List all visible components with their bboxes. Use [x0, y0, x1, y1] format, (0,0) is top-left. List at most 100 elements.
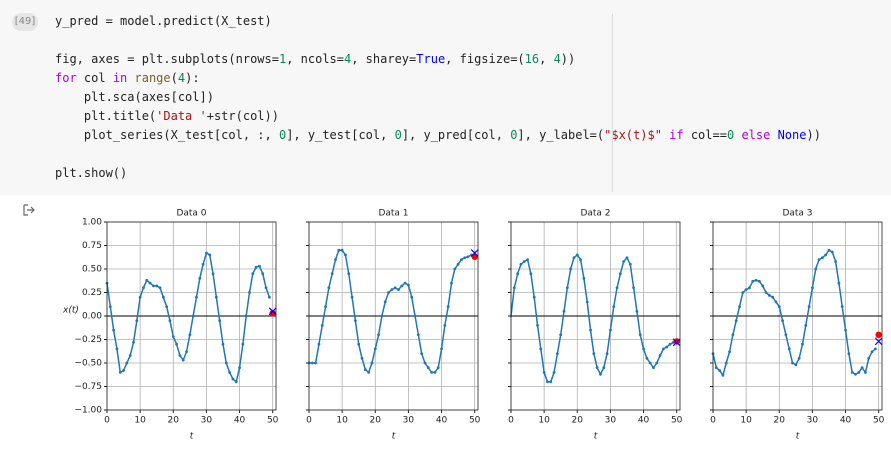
- series-point: [446, 305, 450, 308]
- series-point: [185, 350, 188, 354]
- code-token: , sharey=: [351, 52, 417, 66]
- series-point: [138, 295, 142, 299]
- code-token: if: [669, 128, 684, 142]
- series-point: [171, 335, 175, 339]
- series-point: [731, 333, 735, 337]
- series-point: [363, 368, 367, 371]
- target-point: [875, 331, 882, 338]
- series-point: [609, 328, 612, 332]
- series-point: [625, 256, 629, 260]
- series-point: [830, 250, 834, 254]
- series-point: [261, 272, 265, 276]
- series-point: [857, 371, 861, 374]
- series-point: [618, 272, 622, 276]
- series-point: [148, 281, 152, 285]
- x-tick-label: 30: [605, 416, 617, 426]
- series-point: [241, 342, 245, 346]
- target-point: [269, 309, 276, 317]
- series-point: [453, 267, 457, 271]
- series-point: [817, 258, 821, 261]
- series-point: [519, 262, 523, 266]
- series-point: [433, 371, 437, 374]
- series-point: [582, 277, 586, 280]
- series-point: [638, 333, 642, 337]
- series-point: [390, 288, 394, 292]
- y-tick-label: −0.25: [74, 335, 102, 345]
- series-point: [748, 286, 751, 290]
- series-point: [860, 366, 864, 370]
- series-point: [804, 324, 808, 327]
- code-token: , ncols=: [286, 52, 344, 66]
- series-point: [191, 314, 195, 318]
- x-tick-label: 30: [201, 416, 213, 426]
- x-tick-label: 10: [538, 416, 550, 426]
- series-point: [208, 253, 212, 257]
- code-token: 1: [278, 52, 287, 66]
- code-token: plt.title(: [55, 109, 157, 123]
- x-tick-label: 20: [370, 416, 382, 426]
- code-token: (: [170, 71, 178, 85]
- series-point: [450, 281, 453, 285]
- code-line: plt.title('Data '+str(col)): [55, 107, 821, 126]
- execution-count[interactable]: [49]: [12, 13, 38, 31]
- code-token: ):: [185, 71, 200, 85]
- series-point: [512, 286, 516, 290]
- series-point: [522, 260, 526, 263]
- chart-title: Data 0: [176, 209, 206, 219]
- y-tick-label: −0.75: [74, 382, 102, 392]
- series-point: [254, 265, 258, 269]
- output-icon[interactable]: [22, 203, 36, 217]
- code-token: y_pred = model.predict(X_test): [55, 14, 272, 28]
- code-token: "$x(t)$": [604, 128, 662, 142]
- series-point: [188, 333, 192, 337]
- code-token: [127, 71, 134, 85]
- series-point: [744, 288, 748, 292]
- series-point: [360, 356, 364, 360]
- series-point: [334, 258, 337, 261]
- code-token: 0: [726, 128, 735, 142]
- series-point: [562, 309, 566, 313]
- series-point: [420, 352, 424, 355]
- x-tick-label: 10: [336, 416, 348, 426]
- series-point: [774, 300, 778, 304]
- x-tick-label: 0: [710, 416, 716, 426]
- series-point: [844, 328, 847, 332]
- series-point: [754, 278, 758, 282]
- series-point: [128, 354, 132, 357]
- series-point: [122, 369, 125, 372]
- series-point: [443, 324, 447, 327]
- series-point: [870, 350, 874, 354]
- series-point: [205, 251, 208, 255]
- axes-frame: [510, 221, 681, 411]
- code-editor[interactable]: y_pred = model.predict(X_test) fig, axes …: [55, 12, 821, 183]
- series-point: [589, 328, 592, 332]
- series-point: [155, 284, 159, 288]
- series-point: [340, 248, 344, 252]
- code-line: y_pred = model.predict(X_test): [55, 12, 821, 31]
- series-point: [575, 253, 579, 257]
- series-point: [569, 267, 573, 271]
- series-point: [738, 305, 741, 308]
- series-point: [572, 256, 576, 260]
- series-point: [635, 309, 639, 313]
- series-point: [714, 366, 718, 370]
- series-point: [426, 366, 430, 370]
- series-point: [258, 264, 261, 268]
- chart-title: Data 1: [378, 209, 408, 219]
- series-point: [181, 358, 185, 362]
- series-point: [827, 248, 831, 252]
- series-point: [145, 278, 149, 282]
- series-point: [539, 347, 543, 351]
- series-point: [728, 350, 731, 354]
- code-token: )): [806, 128, 821, 142]
- series-point: [555, 352, 559, 355]
- series-line: [712, 249, 876, 377]
- code-token: , figsize=(: [445, 52, 525, 66]
- series-point: [734, 319, 738, 323]
- code-token: fig, axes = plt.subplots(nrows=: [55, 52, 279, 66]
- code-token: ,: [539, 52, 554, 66]
- y-tick-label: 0.50: [82, 265, 102, 275]
- chart-title: Data 2: [580, 209, 610, 219]
- y-tick-label: 0.00: [82, 312, 102, 322]
